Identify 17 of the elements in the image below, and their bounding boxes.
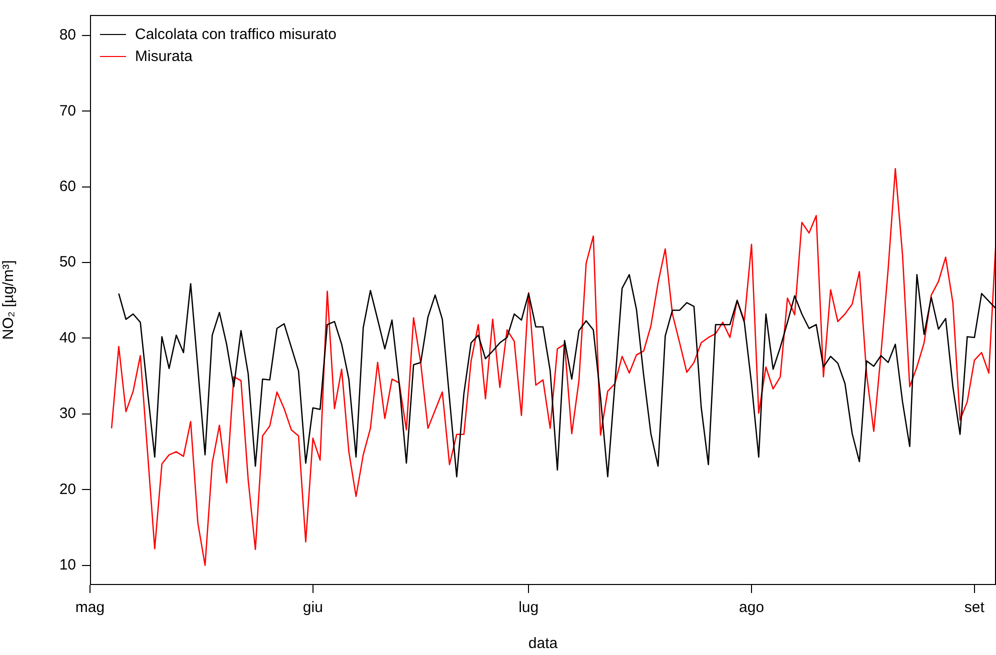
x-tick-label: set <box>964 599 986 616</box>
x-tick-label: lug <box>518 599 539 616</box>
y-tick-label: 50 <box>59 254 76 271</box>
y-tick-label: 10 <box>59 556 76 574</box>
legend-label: Misurata <box>135 48 193 64</box>
x-tick-label: mag <box>75 599 105 616</box>
legend-label: Calcolata con traffico misurato <box>135 26 336 42</box>
y-tick-label: 20 <box>59 480 76 498</box>
y-tick-label: 60 <box>59 178 76 195</box>
y-tick-label: 70 <box>59 102 76 120</box>
y-axis-title: NO₂ [µg/m³] <box>0 260 18 340</box>
x-tick-label: giu <box>302 599 323 616</box>
y-tick-label: 40 <box>59 329 76 346</box>
y-tick-label: 30 <box>59 405 76 422</box>
x-axis-title: data <box>528 635 558 652</box>
y-tick-label: 80 <box>59 26 76 44</box>
x-tick-label: ago <box>739 599 764 616</box>
